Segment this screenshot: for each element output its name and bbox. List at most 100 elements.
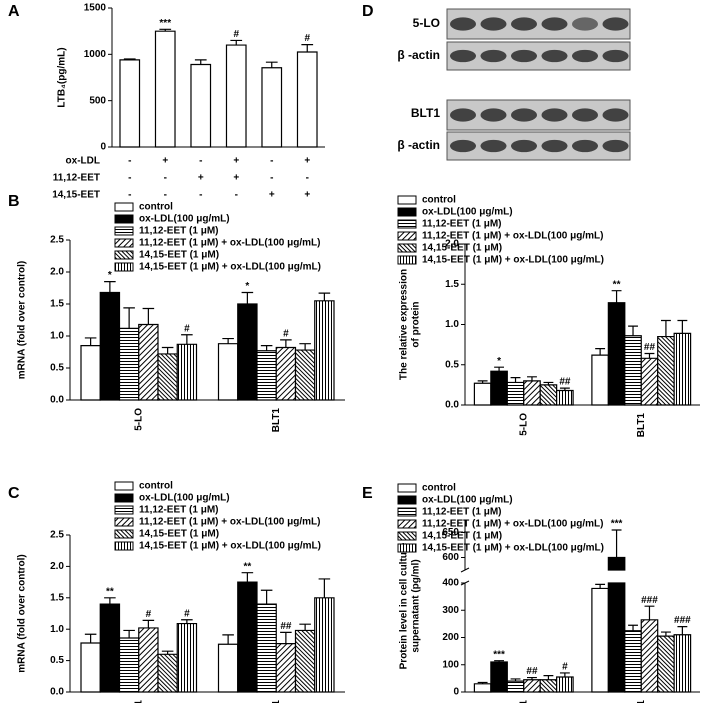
error-bar [161, 650, 174, 655]
blot-band [480, 108, 507, 122]
significance-label: * [497, 356, 501, 367]
error-bar [595, 348, 606, 356]
bar [539, 384, 558, 406]
significance-label: ** [243, 561, 251, 572]
x-tick-label: ICAM-1 [133, 700, 144, 703]
significance-label: ### [674, 615, 691, 626]
error-bar [181, 334, 193, 345]
bar [657, 635, 675, 693]
blot-band [480, 17, 507, 31]
y-axis-label: mRNA (fold over control) [17, 261, 28, 380]
bar [256, 603, 277, 693]
bar [99, 603, 121, 693]
significance-label: # [283, 328, 289, 339]
bar [225, 44, 247, 148]
legend-label: 14,15-EET (1 μM) [422, 243, 502, 254]
bar [624, 335, 642, 406]
legend-label: 14,15-EET (1 μM) + ox-LDL(100 μg/mL) [139, 262, 321, 273]
condition-sign: + [304, 156, 310, 167]
error-bar [299, 623, 311, 631]
bar [556, 676, 574, 693]
significance-label: # [184, 608, 190, 619]
condition-sign: - [270, 173, 273, 184]
blot-band [450, 49, 476, 63]
legend-swatch [397, 195, 417, 205]
condition-sign: - [235, 190, 238, 201]
y-tick-label: 1500 [84, 3, 107, 14]
blot-band [572, 49, 598, 63]
legend-label: 14,15-EET (1 μM) + ox-LDL(100 μg/mL) [422, 255, 604, 266]
legend-label: 14,15-EET (1 μM) [139, 529, 219, 540]
condition-sign: + [233, 156, 239, 167]
error-bar [181, 619, 193, 624]
y-tick-label: 600 [442, 552, 459, 563]
bar [607, 556, 626, 693]
bar [80, 345, 101, 401]
blot-band [572, 108, 598, 122]
blot-band [511, 108, 537, 122]
bar [607, 302, 626, 406]
legend-swatch [114, 541, 134, 551]
blot-label: β -actin [397, 48, 440, 62]
legend-label: ox-LDL(100 μg/mL) [422, 495, 513, 506]
error-bar [142, 619, 155, 628]
bar [119, 59, 141, 148]
significance-label: ** [106, 586, 114, 597]
error-bar [494, 366, 505, 372]
bar [237, 303, 258, 401]
blot-band [572, 139, 598, 153]
legend-swatch [114, 214, 134, 224]
legend-label: control [139, 202, 173, 213]
bar [523, 679, 541, 693]
bar [237, 581, 258, 693]
condition-sign: + [269, 190, 275, 201]
significance-label: * [108, 270, 112, 281]
y-tick-label: 500 [89, 95, 106, 106]
error-bar [260, 589, 273, 605]
error-bar [241, 291, 254, 304]
legend-swatch [397, 519, 417, 529]
bar [176, 622, 198, 693]
legend-swatch [114, 262, 134, 272]
blot-band [511, 139, 537, 153]
bar [624, 630, 642, 693]
condition-sign: - [199, 156, 202, 167]
error-bar [644, 605, 655, 620]
legend-label: 14,15-EET (1 μM) [422, 531, 502, 542]
panel-letter: D [362, 3, 374, 20]
y-tick-label: 2.5 [50, 235, 64, 246]
legend-label: 11,12-EET (1 μM) + ox-LDL(100 μg/mL) [139, 238, 320, 249]
blot-membrane [446, 131, 631, 161]
bar [99, 291, 121, 401]
legend-label: control [422, 195, 456, 206]
y-tick-label: 2.0 [50, 267, 64, 278]
error-bar [318, 292, 331, 301]
error-bar [677, 626, 688, 635]
error-bar [318, 578, 331, 598]
bar [275, 643, 297, 693]
bar [256, 350, 277, 401]
y-tick-label: 100 [442, 659, 459, 670]
y-axis-label: of protein [411, 301, 422, 347]
error-bar [265, 61, 278, 68]
legend-swatch [114, 238, 134, 248]
significance-label: ## [280, 621, 292, 632]
bar [556, 389, 574, 406]
bar [473, 683, 492, 693]
bar [118, 327, 140, 401]
blot-band [450, 139, 476, 153]
x-tick-label: ICAM-1 [518, 700, 529, 703]
blot-band [541, 17, 568, 31]
legend-label: ox-LDL(100 μg/mL) [422, 207, 513, 218]
y-tick-label: 1.0 [50, 331, 64, 342]
error-bar [543, 381, 554, 385]
condition-sign: + [198, 173, 204, 184]
bar [80, 642, 101, 693]
blot-band [450, 17, 476, 31]
significance-label: ## [644, 342, 656, 353]
blot-band [511, 49, 537, 63]
error-bar [222, 634, 234, 645]
y-tick-label: 0 [100, 142, 106, 153]
condition-sign: - [164, 173, 167, 184]
legend-swatch [397, 495, 417, 505]
